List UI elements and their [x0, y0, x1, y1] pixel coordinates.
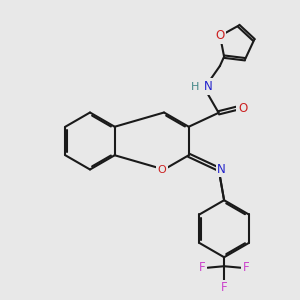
Text: F: F [243, 261, 249, 274]
Text: O: O [158, 164, 166, 175]
Text: F: F [221, 281, 227, 294]
Text: O: O [238, 102, 247, 115]
Text: O: O [215, 29, 225, 42]
Text: H: H [190, 82, 199, 92]
Text: N: N [217, 163, 226, 176]
Text: F: F [199, 261, 206, 274]
Text: N: N [204, 80, 212, 93]
